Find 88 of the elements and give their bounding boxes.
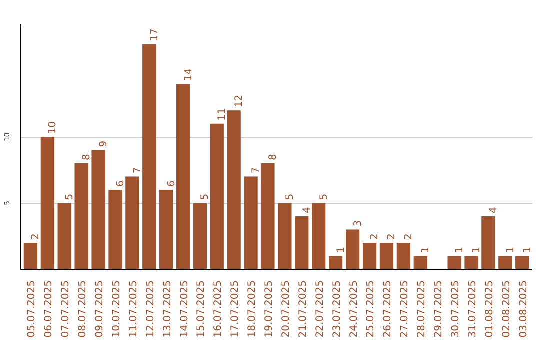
bar bbox=[380, 243, 394, 270]
data-label: 8 bbox=[82, 154, 93, 161]
data-label: 1 bbox=[471, 246, 482, 254]
data-label: 7 bbox=[251, 167, 262, 174]
data-label: 1 bbox=[420, 246, 432, 254]
bar bbox=[92, 150, 106, 270]
x-tick-label: 15.07.2025 bbox=[196, 280, 208, 338]
data-label: 7 bbox=[132, 167, 144, 174]
bar bbox=[482, 216, 496, 270]
data-label: 2 bbox=[30, 234, 42, 240]
bar bbox=[414, 256, 428, 270]
bar bbox=[176, 84, 190, 270]
bar bbox=[362, 243, 377, 270]
bar bbox=[74, 164, 88, 270]
x-tick-label: 14.07.2025 bbox=[179, 280, 190, 338]
x-tick-label: 01.08.2025 bbox=[484, 280, 496, 338]
data-label: 3 bbox=[352, 220, 364, 227]
data-label: 5 bbox=[284, 194, 296, 200]
bar bbox=[448, 256, 462, 270]
data-label: 5 bbox=[200, 194, 212, 200]
data-label: 1 bbox=[336, 246, 347, 254]
bar bbox=[244, 176, 258, 270]
bar bbox=[464, 256, 478, 270]
data-label: 1 bbox=[454, 246, 466, 254]
data-label: 11 bbox=[217, 108, 228, 121]
x-tick-label: 29.07.2025 bbox=[434, 280, 445, 338]
x-tick-label: 11.07.2025 bbox=[128, 280, 140, 338]
bar bbox=[295, 216, 309, 270]
data-label: 5 bbox=[318, 194, 330, 200]
data-label: 6 bbox=[115, 180, 126, 188]
x-tick-label: 30.07.2025 bbox=[450, 280, 462, 338]
x-tick-label: 10.07.2025 bbox=[111, 280, 122, 338]
x-tick-label: 31.07.2025 bbox=[467, 280, 478, 338]
bar bbox=[108, 190, 122, 270]
x-tick-label: 25.07.2025 bbox=[366, 280, 377, 338]
bar bbox=[160, 190, 174, 270]
x-tick-label: 20.07.2025 bbox=[280, 280, 292, 338]
bar bbox=[126, 176, 140, 270]
x-tick-label: 21.07.2025 bbox=[298, 280, 309, 338]
x-tick-label: 12.07.2025 bbox=[145, 280, 156, 338]
x-tick-label: 05.07.2025 bbox=[26, 280, 38, 338]
bar bbox=[278, 203, 292, 270]
x-tick-label: 18.07.2025 bbox=[247, 280, 258, 338]
bar bbox=[516, 256, 530, 270]
data-label: 2 bbox=[404, 234, 415, 240]
data-label: 4 bbox=[488, 207, 500, 214]
bar bbox=[58, 203, 72, 270]
x-tick-label: 13.07.2025 bbox=[162, 280, 174, 338]
x-tick-label: 23.07.2025 bbox=[332, 280, 343, 338]
data-label: 1 bbox=[505, 246, 516, 254]
x-tick-label: 02.08.2025 bbox=[501, 280, 512, 338]
data-label: 17 bbox=[149, 28, 160, 42]
x-tick-label: 09.07.2025 bbox=[94, 280, 106, 338]
data-label: 6 bbox=[166, 180, 178, 188]
data-label: 2 bbox=[386, 234, 398, 240]
bar bbox=[346, 230, 360, 270]
data-label: 9 bbox=[98, 140, 110, 148]
bar bbox=[312, 203, 326, 270]
bar bbox=[24, 243, 38, 270]
data-label: 12 bbox=[234, 94, 246, 108]
x-tick-label: 27.07.2025 bbox=[400, 280, 411, 338]
x-tick-label: 28.07.2025 bbox=[416, 280, 428, 338]
data-label: 1 bbox=[522, 246, 534, 254]
data-label: 2 bbox=[370, 234, 381, 240]
bar bbox=[261, 164, 275, 270]
x-tick-label: 16.07.2025 bbox=[213, 280, 224, 338]
bar bbox=[227, 110, 241, 270]
bar bbox=[396, 243, 410, 270]
data-label: 8 bbox=[268, 154, 280, 161]
data-label: 4 bbox=[302, 207, 313, 214]
data-label: 5 bbox=[64, 194, 76, 200]
data-label: 14 bbox=[183, 68, 194, 82]
x-tick-label: 06.07.2025 bbox=[44, 280, 55, 338]
bar bbox=[498, 256, 512, 270]
x-tick-label: 24.07.2025 bbox=[348, 280, 360, 338]
x-tick-label: 17.07.2025 bbox=[230, 280, 242, 338]
bar bbox=[40, 137, 54, 270]
x-tick-label: 03.08.2025 bbox=[518, 280, 530, 338]
x-tick-label: 07.07.2025 bbox=[60, 280, 72, 338]
bar bbox=[142, 44, 156, 270]
x-tick-label: 08.07.2025 bbox=[78, 280, 89, 338]
x-tick-label: 22.07.2025 bbox=[314, 280, 326, 338]
x-tick-label: 26.07.2025 bbox=[382, 280, 394, 338]
bar bbox=[193, 203, 207, 270]
bar bbox=[329, 256, 343, 270]
data-label: 10 bbox=[48, 121, 59, 134]
x-tick-label: 19.07.2025 bbox=[264, 280, 276, 338]
bar bbox=[210, 124, 224, 270]
